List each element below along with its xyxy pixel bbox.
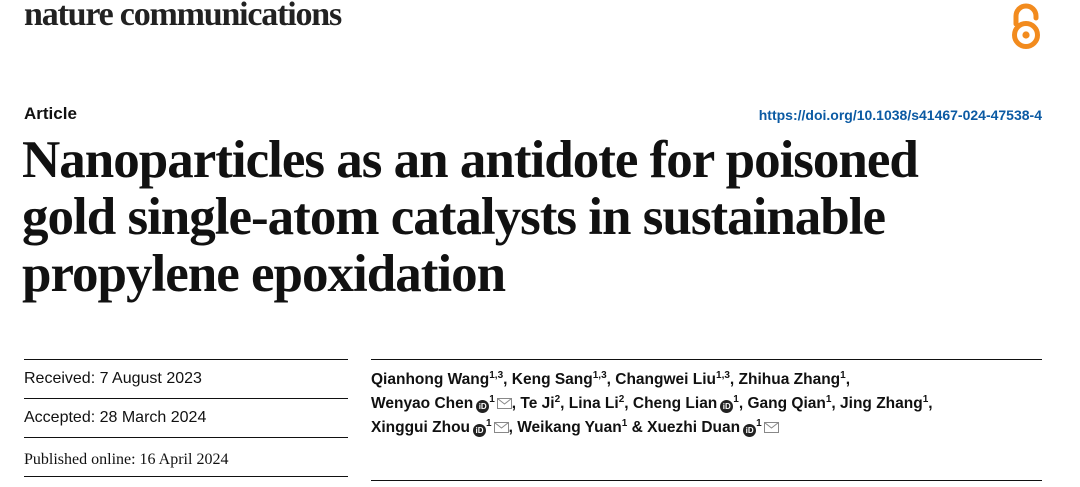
author-name[interactable]: Lina Li bbox=[568, 395, 619, 412]
divider bbox=[24, 437, 348, 438]
title-line: propylene epoxidation bbox=[22, 245, 506, 303]
author-line: Qianhong Wang1,3, Keng Sang1,3, Changwei… bbox=[371, 370, 851, 389]
divider bbox=[371, 480, 1042, 481]
affiliation: 1 bbox=[489, 394, 495, 405]
orcid-icon[interactable]: iD bbox=[743, 424, 757, 437]
affiliation: 1 bbox=[756, 418, 762, 429]
divider bbox=[371, 359, 1042, 360]
article-type: Article bbox=[24, 104, 77, 123]
author-name[interactable]: Wenyao Chen bbox=[371, 395, 474, 412]
orcid-icon[interactable]: iD bbox=[720, 400, 734, 413]
author-name[interactable]: Xinggui Zhou bbox=[371, 419, 471, 436]
title-line: gold single-atom catalysts in sustainabl… bbox=[22, 188, 886, 246]
affiliation: 1,3 bbox=[489, 370, 504, 381]
email-icon[interactable] bbox=[493, 422, 509, 433]
author-name[interactable]: Keng Sang bbox=[511, 371, 593, 388]
email-icon[interactable] bbox=[763, 422, 779, 433]
affiliation: 2 bbox=[618, 394, 625, 405]
author-name[interactable]: Te Ji bbox=[520, 395, 555, 412]
author-name[interactable]: Cheng Lian bbox=[632, 395, 718, 412]
author-name[interactable]: Changwei Liu bbox=[615, 371, 717, 388]
author-list: Qianhong Wang1,3, Keng Sang1,3, Changwei… bbox=[371, 368, 1051, 440]
open-access-icon bbox=[1012, 3, 1040, 49]
affiliation: 1 bbox=[621, 418, 628, 429]
author-line: Wenyao Chen iD1, Te Ji2, Lina Li2, Cheng … bbox=[371, 394, 933, 413]
affiliation: 1 bbox=[733, 394, 739, 405]
affiliation: 2 bbox=[554, 394, 561, 405]
author-name[interactable]: Jing Zhang bbox=[840, 395, 923, 412]
author-name[interactable]: Qianhong Wang bbox=[371, 371, 490, 388]
affiliation: 1 bbox=[486, 418, 492, 429]
author-name[interactable]: Xuezhi Duan bbox=[647, 419, 741, 436]
published-date: Published online: 16 April 2024 bbox=[24, 451, 229, 468]
author-line: Xinggui Zhou iD1, Weikang Yuan1 & Xuezhi … bbox=[371, 416, 1051, 440]
affiliation: 1,3 bbox=[592, 370, 607, 381]
divider bbox=[24, 359, 348, 360]
journal-name: nature communications bbox=[24, 0, 342, 33]
author-name[interactable]: Weikang Yuan bbox=[517, 419, 622, 436]
email-icon[interactable] bbox=[496, 398, 512, 409]
author-name[interactable]: Zhihua Zhang bbox=[738, 371, 841, 388]
accepted-date: Accepted: 28 March 2024 bbox=[24, 409, 207, 426]
article-title: Nanoparticles as an antidote for poisone… bbox=[22, 132, 1062, 303]
affiliation: 1 bbox=[922, 394, 929, 405]
affiliation: 1 bbox=[840, 370, 846, 381]
affiliation: 1,3 bbox=[716, 370, 730, 381]
orcid-icon[interactable]: iD bbox=[476, 400, 490, 413]
divider bbox=[24, 476, 348, 477]
orcid-icon[interactable]: iD bbox=[473, 424, 487, 437]
affiliation: 1 bbox=[825, 394, 832, 405]
author-name[interactable]: Gang Qian bbox=[747, 395, 826, 412]
title-line: Nanoparticles as an antidote for poisone… bbox=[22, 131, 919, 189]
doi-link[interactable]: https://doi.org/10.1038/s41467-024-47538… bbox=[758, 107, 1042, 123]
received-date: Received: 7 August 2023 bbox=[24, 370, 202, 387]
divider bbox=[24, 398, 348, 399]
